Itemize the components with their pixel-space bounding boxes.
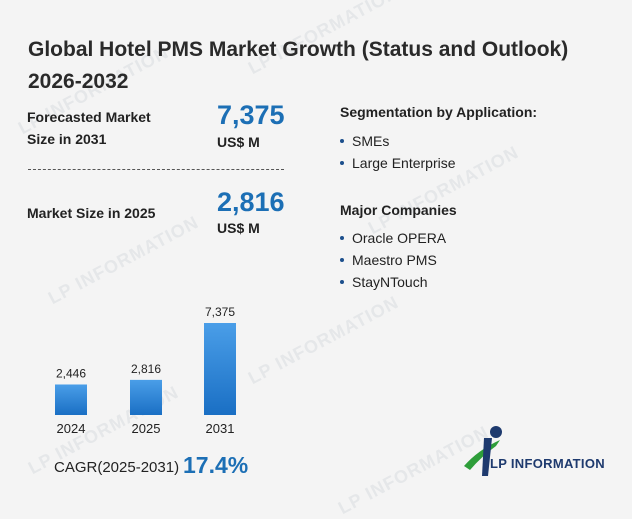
current-label: Market Size in 2025 [27, 205, 156, 221]
list-item: Oracle OPERA [338, 227, 446, 249]
list-item-label: Maestro PMS [352, 252, 437, 268]
list-item: Maestro PMS [338, 249, 446, 271]
segmentation-list: SMEs Large Enterprise [338, 130, 456, 174]
current-value: 2,816 [217, 187, 285, 217]
list-item-label: Oracle OPERA [352, 230, 447, 246]
companies-list: Oracle OPERA Maestro PMS StayNTouch [338, 227, 446, 293]
bullet-icon [340, 236, 344, 240]
bar-2025 [130, 379, 162, 415]
logo-text: LP INFORMATION [490, 456, 605, 471]
forecast-label: Forecasted Market Size in 2031 [27, 106, 151, 150]
bar-chart: 2,446 2024 2,816 2025 7,375 2031 [55, 305, 236, 436]
current-unit: US$ M [217, 220, 260, 236]
x-tick-label: 2031 [206, 421, 235, 436]
list-item: SMEs [338, 130, 456, 152]
cagr-label: CAGR(2025-2031) [54, 459, 180, 476]
cagr-value: 17.4% [183, 452, 249, 478]
data-label: 2,446 [56, 366, 86, 380]
x-tick-label: 2025 [132, 421, 161, 436]
list-item: StayNTouch [338, 271, 446, 293]
bullet-icon [340, 161, 344, 165]
list-item-label: SMEs [352, 133, 390, 149]
forecast-label-line1: Forecasted Market [27, 109, 151, 125]
list-item: Large Enterprise [338, 152, 456, 174]
forecast-value: 7,375 [217, 100, 285, 130]
bullet-icon [340, 258, 344, 262]
page-title: Global Hotel PMS Market Growth (Status a… [28, 38, 569, 93]
list-item-label: StayNTouch [352, 274, 428, 290]
bullet-icon [340, 280, 344, 284]
forecast-label-line2: Size in 2031 [27, 131, 107, 147]
list-item-label: Large Enterprise [352, 155, 456, 171]
lp-information-logo [464, 426, 502, 476]
bullet-icon [340, 139, 344, 143]
bar-2031 [204, 323, 236, 415]
companies-title: Major Companies [340, 202, 457, 218]
data-label: 7,375 [205, 305, 235, 319]
x-tick-label: 2024 [57, 421, 86, 436]
forecast-unit: US$ M [217, 134, 260, 150]
bar-2024 [55, 384, 87, 415]
divider [28, 169, 284, 170]
segmentation-title: Segmentation by Application: [340, 104, 538, 120]
data-label: 2,816 [131, 362, 161, 376]
